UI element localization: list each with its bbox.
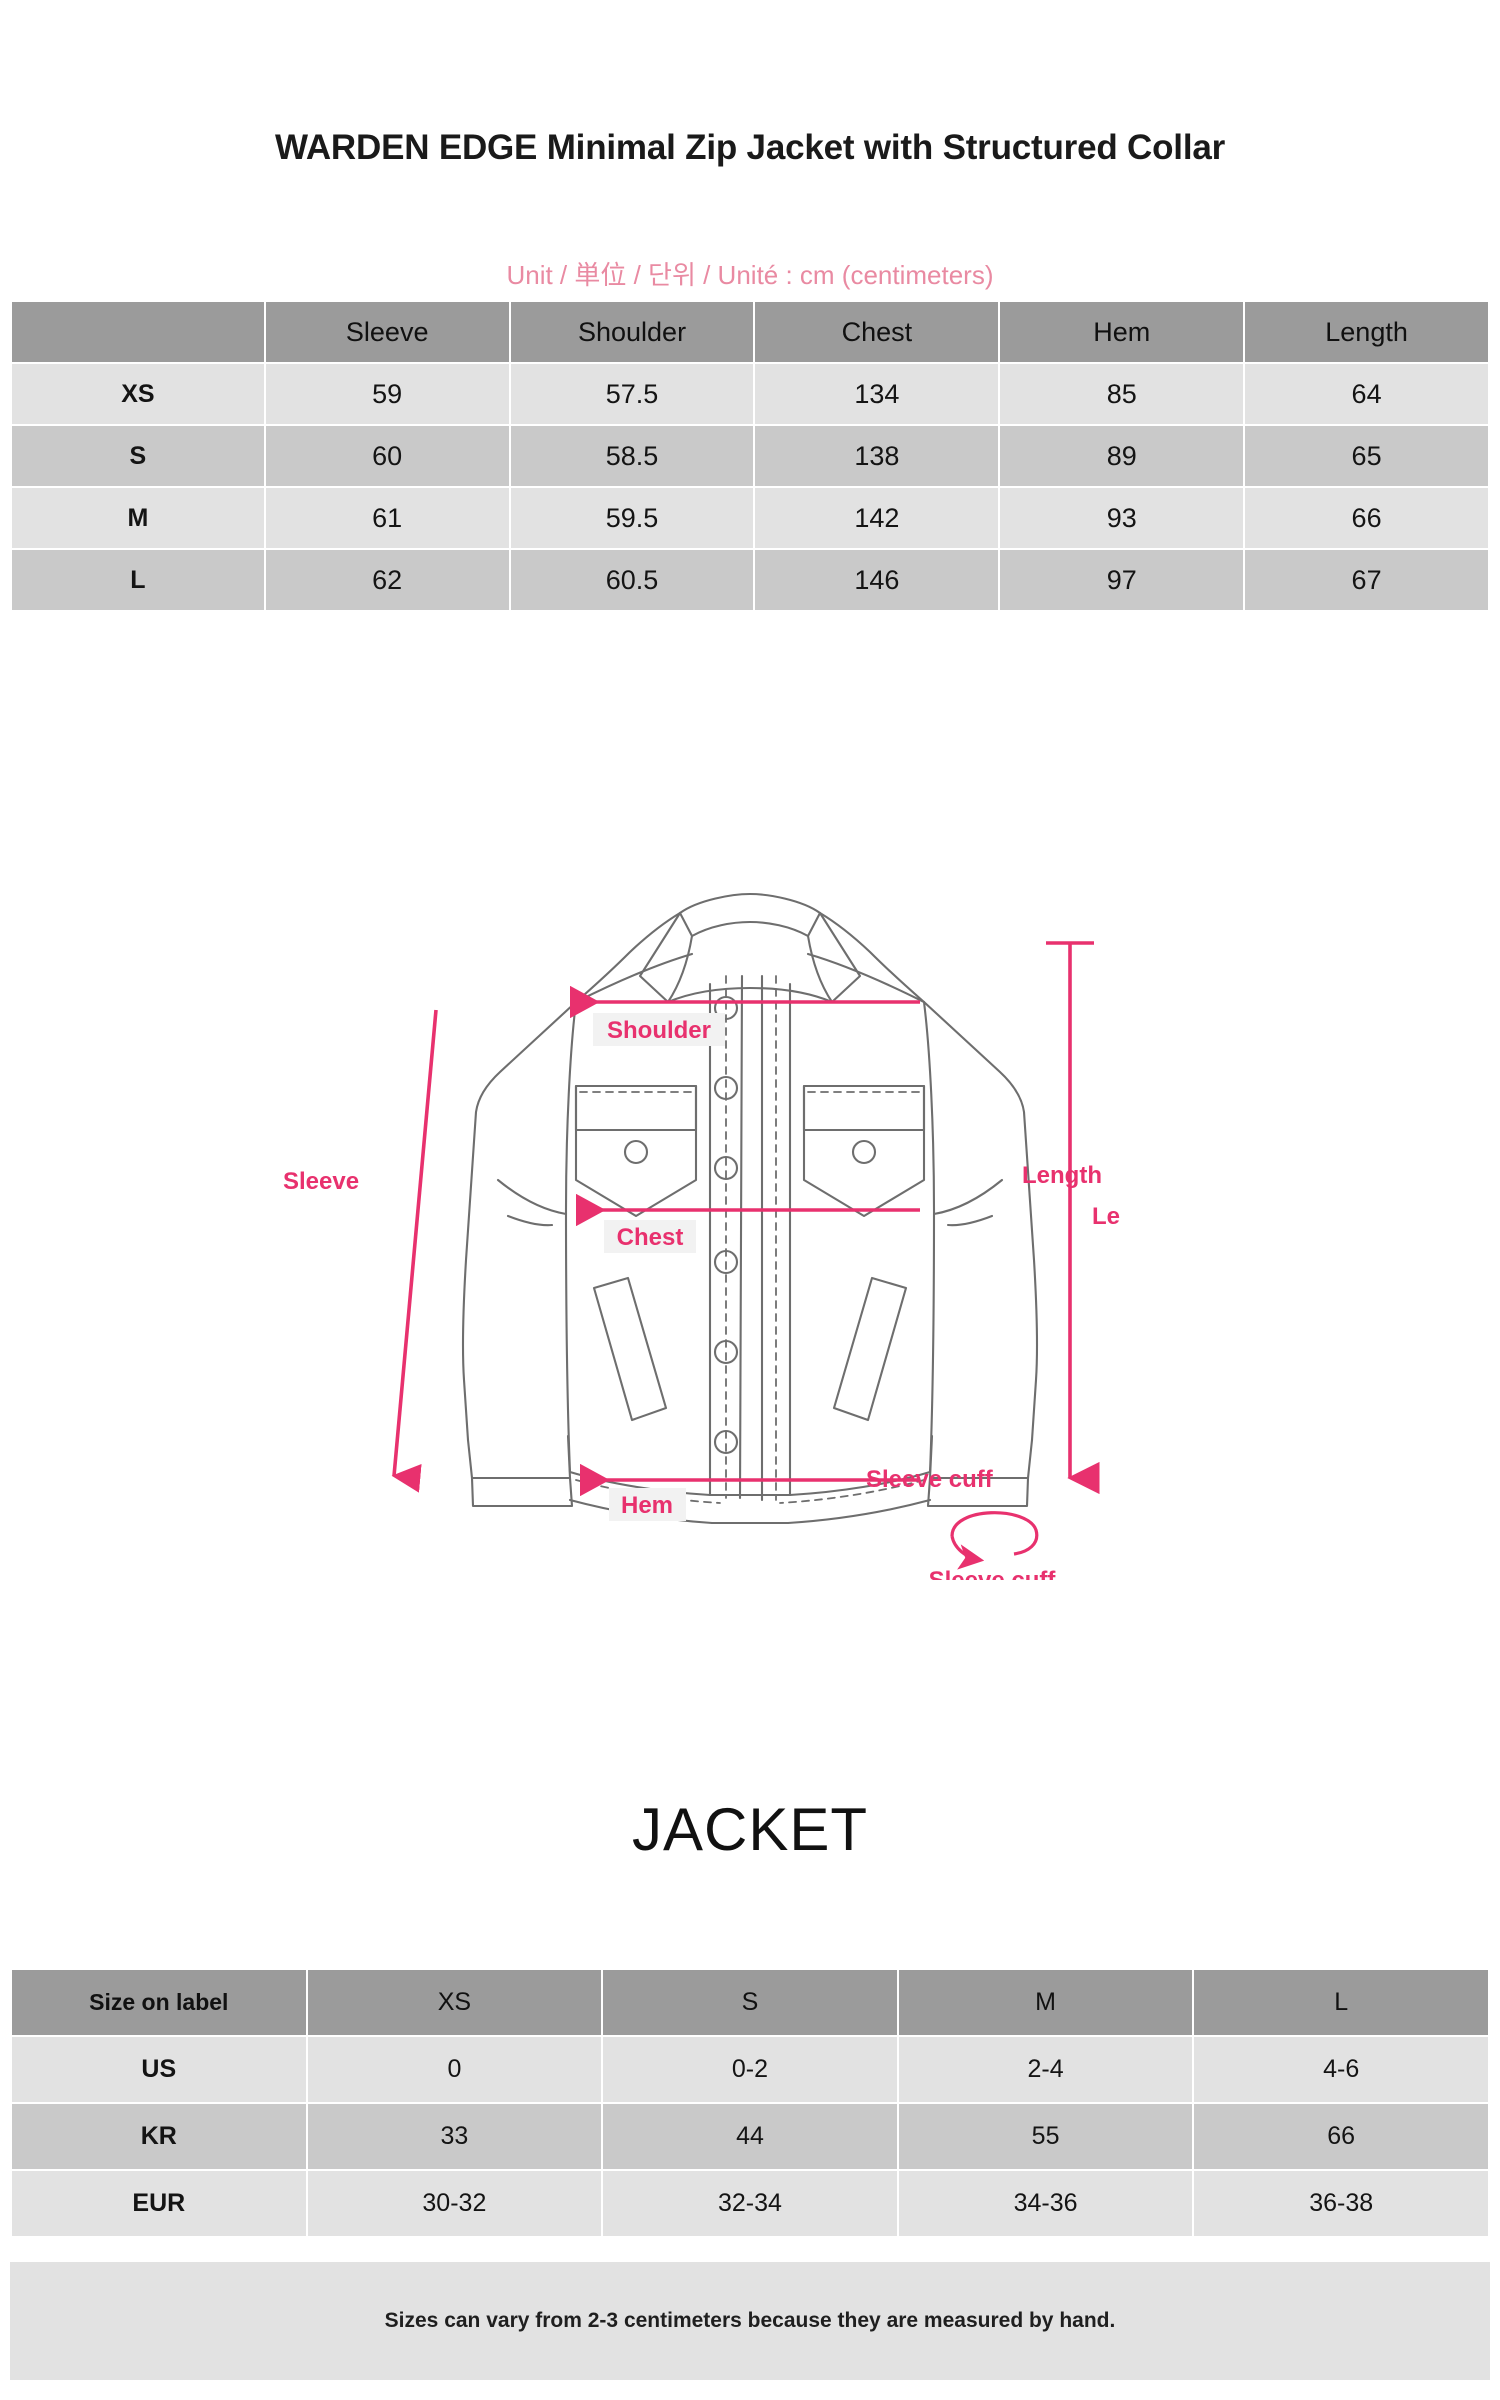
measure-l-chest: 146 [755, 550, 999, 610]
measure-xs-sleeve: 59 [265, 364, 509, 424]
measure-l-length: 67 [1245, 550, 1488, 610]
button-icon [713, 1249, 739, 1275]
measurement-table: Sleeve Shoulder Chest Hem Length XS 59 5… [10, 300, 1490, 612]
measure-s-sleeve: 60 [265, 426, 509, 486]
button-icon [713, 1155, 739, 1181]
measure-s-chest: 138 [755, 426, 999, 486]
measure-header-sleeve: Sleeve [265, 302, 509, 362]
conv-header-s: S [603, 1970, 897, 2035]
measurement-labels: Shoulder Chest Hem Sleeve Length Sleeve … [593, 1013, 1120, 1580]
table-row: EUR 30-32 32-34 34-36 36-38 [12, 2171, 1488, 2236]
conv-eur-xs: 30-32 [307, 2171, 602, 2236]
conv-header-m: M [898, 1970, 1193, 2035]
table-row: S 60 58.5 138 89 65 [12, 426, 1488, 486]
unit-note: Unit / 単位 / 단위 / Unité : cm (centimeters… [506, 260, 994, 290]
conv-kr-l: 66 [1194, 2104, 1488, 2169]
button-icon [713, 1429, 739, 1455]
button-icon [713, 995, 739, 1021]
conv-kr-m: 55 [898, 2104, 1193, 2169]
footnote-text: Sizes can vary from 2-3 centimeters beca… [384, 2309, 1116, 2332]
shoulder-label: Shoulder [607, 1017, 711, 1044]
measure-m-shoulder: 59.5 [510, 488, 754, 548]
table-row: US 0 0-2 2-4 4-6 [12, 2037, 1488, 2102]
measure-m-chest: 142 [755, 488, 999, 548]
measure-s-length: 65 [1245, 426, 1488, 486]
measure-m-sleeve: 61 [265, 488, 509, 548]
measurement-guides [391, 941, 1100, 1570]
measure-m-length: 66 [1245, 488, 1488, 548]
sleeve-cuff-label-text: Sleeve cuff [866, 1466, 993, 1493]
measure-xs-chest: 134 [755, 364, 999, 424]
measure-size-s: S [12, 426, 264, 486]
measure-header-chest: Chest [755, 302, 999, 362]
measure-xs-hem: 85 [1000, 364, 1244, 424]
measure-s-hem: 89 [1000, 426, 1244, 486]
table-row: M 61 59.5 142 93 66 [12, 488, 1488, 548]
button-icon [713, 1075, 739, 1101]
page-title: WARDEN EDGE Minimal Zip Jacket with Stru… [274, 128, 1226, 167]
measure-m-hem: 93 [1000, 488, 1244, 548]
conv-us-s: 0-2 [603, 2037, 897, 2102]
length-label: Length [1092, 1203, 1120, 1230]
measure-header-hem: Hem [1000, 302, 1244, 362]
measure-size-m: M [12, 488, 264, 548]
measure-header-shoulder: Shoulder [510, 302, 754, 362]
shoulder-label-bg [593, 1013, 725, 1046]
jacket-measurement-diagram: Shoulder Chest Hem Sleeve Length Sleeve … [380, 880, 1120, 1580]
measure-header-corner [12, 302, 264, 362]
size-conversion-table: Size on label XS S M L US 0 0-2 2-4 4-6 … [10, 1968, 1490, 2238]
measure-l-shoulder: 60.5 [510, 550, 754, 610]
measure-xs-length: 64 [1245, 364, 1488, 424]
conv-row-label-kr: KR [12, 2104, 306, 2169]
conv-row-label-eur: EUR [12, 2171, 306, 2236]
button-icon [713, 1339, 739, 1365]
conv-kr-s: 44 [603, 2104, 897, 2169]
hem-label: Hem [621, 1492, 673, 1519]
conv-kr-xs: 33 [307, 2104, 602, 2169]
sleeve-guide-line [391, 1009, 438, 1493]
sleeve-label-text: Sleeve [283, 1168, 360, 1195]
chest-label: Chest [617, 1224, 684, 1251]
measure-l-sleeve: 62 [265, 550, 509, 610]
chest-label-bg [604, 1220, 696, 1253]
pocket-button-icon [851, 1139, 877, 1165]
conv-eur-l: 36-38 [1194, 2171, 1488, 2236]
conv-us-m: 2-4 [898, 2037, 1193, 2102]
table-row: L 62 60.5 146 97 67 [12, 550, 1488, 610]
footnote-band: Sizes can vary from 2-3 centimeters beca… [10, 2262, 1490, 2380]
conv-eur-m: 34-36 [898, 2171, 1193, 2236]
length-label-text: Length [1022, 1162, 1102, 1189]
measure-size-l: L [12, 550, 264, 610]
pocket-button-icon [623, 1139, 649, 1165]
conv-header-xs: XS [307, 1970, 602, 2035]
conv-header-l: L [1194, 1970, 1488, 2035]
conv-eur-s: 32-34 [603, 2171, 897, 2236]
table-header-row: Sleeve Shoulder Chest Hem Length [12, 302, 1488, 362]
measure-l-hem: 97 [1000, 550, 1244, 610]
sleeve-cuff-loop-arrow [950, 1535, 985, 1570]
jacket-caption: JACKET [631, 1796, 869, 1863]
jacket-buttons [623, 995, 877, 1455]
measure-size-xs: XS [12, 364, 264, 424]
conv-us-l: 4-6 [1194, 2037, 1488, 2102]
table-header-row: Size on label XS S M L [12, 1970, 1488, 2035]
table-row: KR 33 44 55 66 [12, 2104, 1488, 2169]
measure-header-length: Length [1245, 302, 1488, 362]
conv-header-label: Size on label [12, 1970, 306, 2035]
conv-row-label-us: US [12, 2037, 306, 2102]
sleeve-cuff-label: Sleeve cuff [929, 1567, 1057, 1580]
measure-s-shoulder: 58.5 [510, 426, 754, 486]
table-row: XS 59 57.5 134 85 64 [12, 364, 1488, 424]
sleeve-cuff-loop [950, 1511, 1039, 1556]
hem-label-bg [609, 1488, 686, 1521]
conv-us-xs: 0 [307, 2037, 602, 2102]
measure-xs-shoulder: 57.5 [510, 364, 754, 424]
